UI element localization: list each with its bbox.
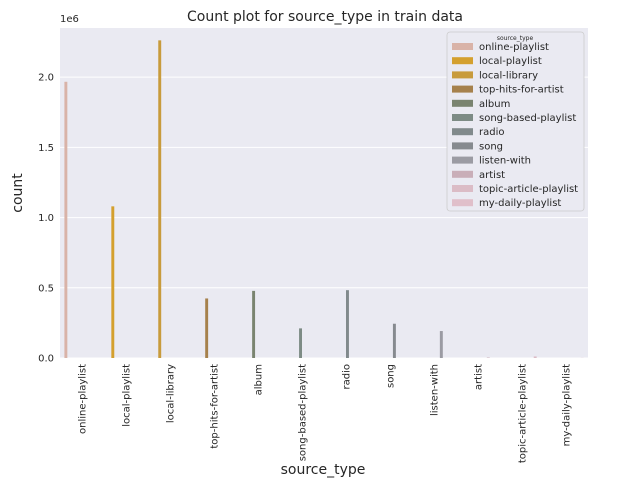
legend-swatch [452,71,473,78]
legend-swatch [452,100,473,107]
legend-entry: listen-with [479,156,531,167]
legend-entry: album [479,99,510,110]
legend-swatch [452,86,473,93]
bar-local-playlist [111,206,114,358]
legend-swatch [452,43,473,50]
legend-entry: radio [479,127,504,138]
bar-top-hits-for-artist [205,298,208,358]
legend-title: source_type [497,35,534,42]
y-tick-label: 0.5 [38,283,54,294]
x-tick-label: album [254,364,265,395]
legend-swatch [452,114,473,121]
legend-swatch [452,171,473,178]
legend: source_type online-playlist local-playlis… [447,32,584,211]
bar-radio [346,290,349,358]
x-tick-label: local-playlist [122,364,133,427]
x-tick-label: my-daily-playlist [562,364,573,446]
legend-swatch [452,128,473,135]
bar-local-library [158,40,161,358]
legend-entry: my-daily-playlist [479,198,561,209]
y-axis-label: count [10,173,26,213]
x-tick-label: radio [342,364,353,389]
bar-listen-with [440,331,443,358]
legend-swatch [452,57,473,64]
bar-topic-article-playlist [534,356,537,358]
x-axis-label: source_type [281,462,366,478]
y-tick-label: 1.5 [38,143,54,154]
bar-online-playlist [64,82,67,358]
y-tick-labels: 0.0 0.5 1.0 1.5 2.0 [38,73,54,365]
chart-title: Count plot for source_type in train data [187,9,463,25]
bar-album [252,291,255,358]
x-tick-label: local-library [166,364,177,423]
legend-entry: song-based-playlist [479,113,576,124]
y-tick-label: 0.0 [38,354,54,365]
x-tick-label: online-playlist [78,364,89,434]
x-tick-label: listen-with [430,364,441,416]
legend-entry: topic-article-playlist [479,184,578,195]
legend-swatch [452,142,473,149]
y-tick-label: 1.0 [38,213,54,224]
legend-entry: online-playlist [479,42,549,53]
x-tick-labels: online-playlist local-playlist local-libra… [78,364,573,463]
x-tick-label: topic-article-playlist [518,364,529,463]
legend-swatch [452,157,473,164]
legend-swatch [452,199,473,206]
legend-entry: top-hits-for-artist [479,85,564,96]
legend-entry: local-playlist [479,56,542,67]
y-tick-label: 2.0 [38,73,54,84]
legend-entry: local-library [479,70,538,81]
y-axis-multiplier: 1e6 [60,14,79,25]
legend-entry: song [479,141,503,152]
legend-entry: artist [479,170,505,181]
bar-song-based-playlist [299,328,302,358]
x-tick-label: song-based-playlist [298,364,309,461]
x-tick-label: artist [474,364,485,390]
legend-swatch [452,185,473,192]
bar-song [393,324,396,358]
x-tick-label: song [386,364,397,388]
x-tick-label: top-hits-for-artist [210,364,221,449]
